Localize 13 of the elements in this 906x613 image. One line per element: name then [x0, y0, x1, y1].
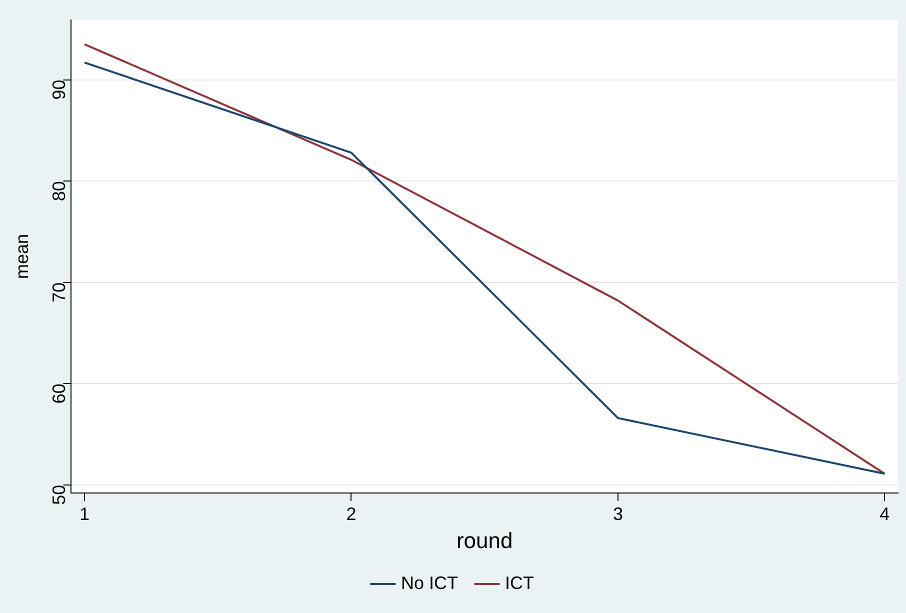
legend-label: ICT — [505, 572, 534, 593]
y-tick-label: 50 — [49, 484, 70, 505]
y-tick-label: 70 — [49, 282, 70, 302]
y-axis-title: mean — [12, 234, 32, 280]
y-tick-label: 60 — [49, 384, 70, 404]
x-tick-label: 4 — [880, 504, 890, 524]
x-tick-label: 2 — [346, 504, 356, 524]
x-tick-label: 1 — [80, 504, 90, 524]
y-tick-label: 90 — [49, 80, 70, 100]
legend-label: No ICT — [401, 572, 458, 593]
x-axis-title: round — [456, 528, 513, 553]
x-tick-label: 3 — [612, 504, 623, 524]
y-tick-label: 80 — [49, 181, 70, 202]
